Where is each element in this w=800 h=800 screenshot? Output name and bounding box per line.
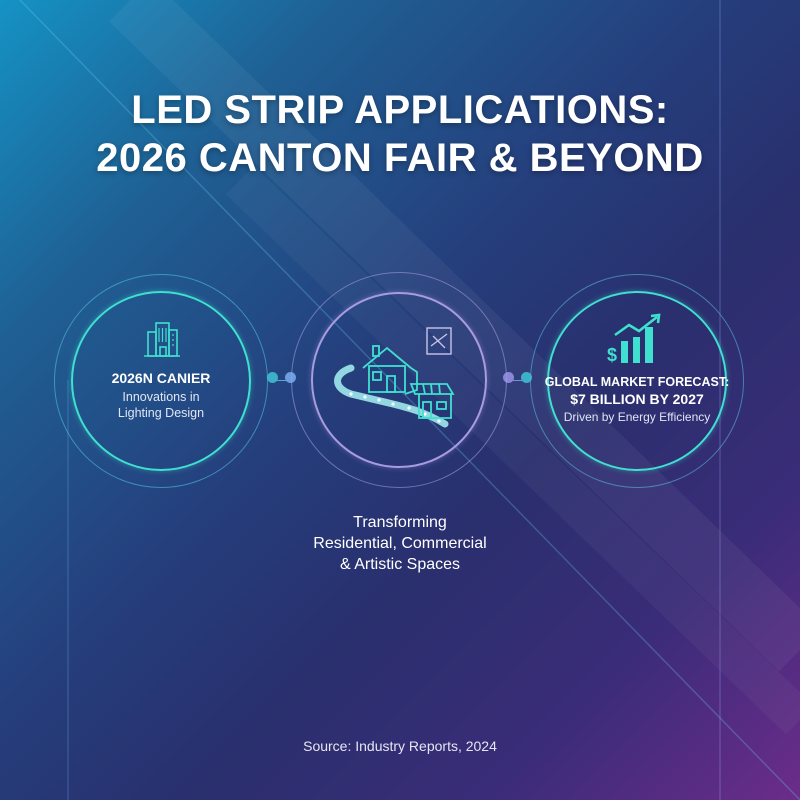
- node-heading: 2026N CANIER: [111, 370, 211, 386]
- inner-ring: [71, 291, 251, 471]
- node-line-1: Driven by Energy Efficiency: [563, 410, 711, 424]
- caption-line-1: Transforming: [353, 514, 447, 531]
- node-applications: [281, 262, 517, 498]
- connector-dot: [285, 372, 296, 383]
- outer-ring: [530, 274, 744, 488]
- applications-caption: Transforming Residential, Commercial & A…: [250, 512, 550, 575]
- node-subheading: $7 BILLION BY 2027: [570, 391, 704, 407]
- title-line-2: 2026 CANTON FAIR & BEYOND: [96, 136, 704, 180]
- source-note: Source: Industry Reports, 2024: [303, 738, 497, 754]
- inner-ring: [547, 291, 727, 471]
- inner-ring: [311, 292, 487, 468]
- connector-dot: [521, 372, 532, 383]
- building-icon: [144, 322, 180, 357]
- node-heading: GLOBAL MARKET FORECAST:: [544, 375, 730, 389]
- node-line-2: Lighting Design: [117, 406, 205, 420]
- connector-dot: [503, 372, 514, 383]
- node-line-1: Innovations in: [122, 390, 200, 404]
- market-growth-chart-icon: $: [607, 313, 661, 365]
- node-canton-fair: 2026N CANIER Innovations in Lighting Des…: [43, 263, 279, 499]
- outer-ring: [291, 272, 507, 488]
- node-market-forecast: $ GLOBAL MARKET FORECAST: $7 BILLION BY …: [519, 263, 755, 499]
- house-shop-led-strip-icon: [334, 327, 455, 428]
- outer-ring: [54, 274, 268, 488]
- title-line-1: LED STRIP APPLICATIONS:: [131, 88, 669, 132]
- page-title: LED STRIP APPLICATIONS: 2026 CANTON FAIR…: [0, 86, 800, 182]
- svg-text:$: $: [607, 345, 617, 365]
- connector-dot: [267, 372, 278, 383]
- caption-line-3: & Artistic Spaces: [339, 556, 461, 573]
- caption-line-2: Residential, Commercial: [313, 535, 487, 552]
